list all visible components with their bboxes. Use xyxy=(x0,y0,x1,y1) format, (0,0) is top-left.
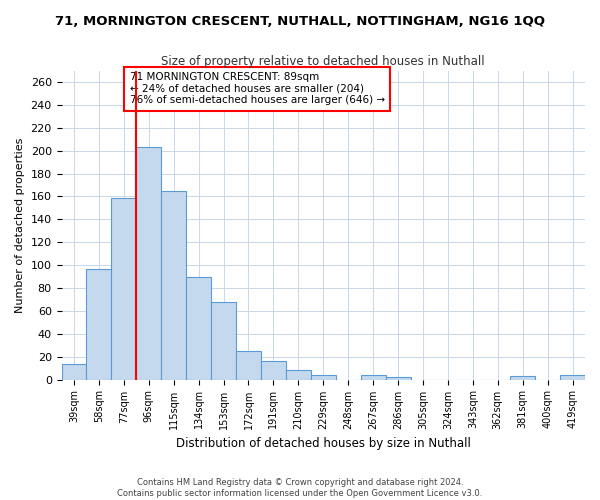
Bar xyxy=(161,190,186,380)
Bar xyxy=(62,364,86,380)
Bar xyxy=(361,375,386,380)
Bar xyxy=(261,362,286,380)
Bar xyxy=(386,378,410,380)
Text: Contains HM Land Registry data © Crown copyright and database right 2024.
Contai: Contains HM Land Registry data © Crown c… xyxy=(118,478,482,498)
Bar xyxy=(112,198,136,380)
Title: Size of property relative to detached houses in Nuthall: Size of property relative to detached ho… xyxy=(161,55,485,68)
Bar xyxy=(560,375,585,380)
Bar xyxy=(286,370,311,380)
Bar xyxy=(236,351,261,380)
X-axis label: Distribution of detached houses by size in Nuthall: Distribution of detached houses by size … xyxy=(176,437,471,450)
Bar xyxy=(136,147,161,380)
Bar xyxy=(86,268,112,380)
Text: 71 MORNINGTON CRESCENT: 89sqm
← 24% of detached houses are smaller (204)
76% of : 71 MORNINGTON CRESCENT: 89sqm ← 24% of d… xyxy=(130,72,385,106)
Text: 71, MORNINGTON CRESCENT, NUTHALL, NOTTINGHAM, NG16 1QQ: 71, MORNINGTON CRESCENT, NUTHALL, NOTTIN… xyxy=(55,15,545,28)
Bar xyxy=(510,376,535,380)
Bar xyxy=(186,276,211,380)
Bar xyxy=(211,302,236,380)
Y-axis label: Number of detached properties: Number of detached properties xyxy=(15,138,25,313)
Bar xyxy=(311,375,336,380)
